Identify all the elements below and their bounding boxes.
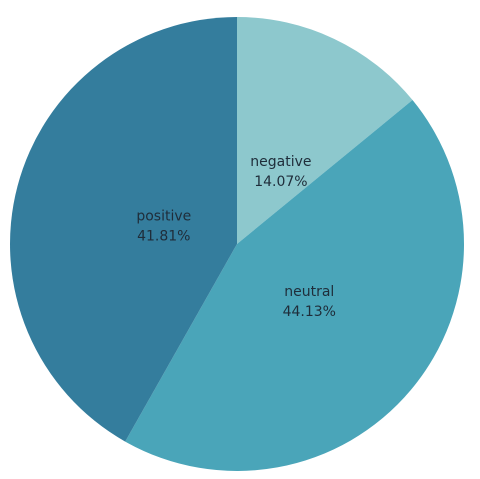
pie-slices (10, 17, 465, 471)
pie-slice-neutral[interactable] (125, 100, 465, 471)
pie-slice-negative[interactable] (237, 17, 413, 244)
pie-slice-label-negative: negative (250, 154, 311, 170)
pie-slice-value-neutral: 44.13% (283, 304, 336, 320)
pie-slice-positive[interactable] (10, 17, 238, 442)
pie-slice-value-positive: 41.81% (137, 229, 190, 245)
pie-labels: negative 14.07% neutral 44.13% positive 41.81… (136, 154, 336, 320)
pie-slice-label-positive: positive (136, 209, 191, 225)
pie-slice-label-neutral: neutral (284, 284, 334, 300)
pie-slice-value-negative: 14.07% (254, 174, 307, 190)
